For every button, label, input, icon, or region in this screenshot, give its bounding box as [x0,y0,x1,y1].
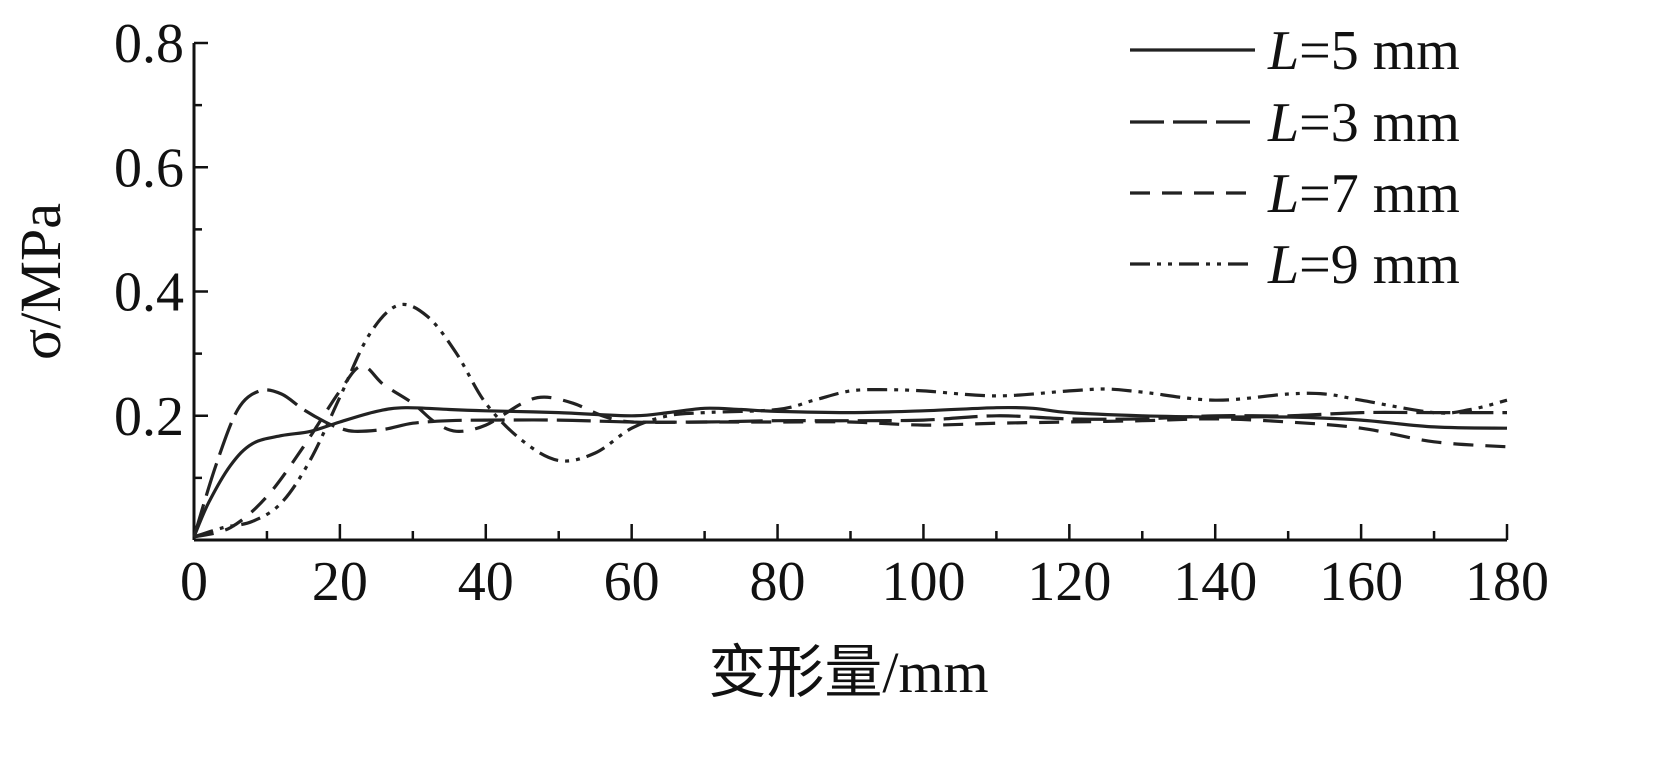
legend-label-l-5-mm: L=5 mm [1267,20,1460,82]
y-axis-title: σ/MPa [8,203,73,360]
x-tick-label: 180 [1465,551,1549,613]
x-tick-label: 80 [750,551,806,613]
y-tick-label: 0.4 [114,262,184,324]
legend: L=5 mm L=3 mm L=7 mm L=9 mm [1130,20,1460,296]
legend-label-l-3-mm: L=3 mm [1267,92,1460,154]
series-line-l-5-mm [192,405,1508,538]
series-line-l-7-mm [193,364,1508,539]
x-tick-label: 120 [1027,551,1111,613]
y-tick-label: 0.8 [114,13,184,75]
x-tick-label: 160 [1319,551,1403,613]
x-tick-label: 20 [312,551,368,613]
y-tick-label: 0.6 [114,137,184,199]
x-tick-label: 0 [180,551,208,613]
x-tick-label: 100 [881,551,965,613]
series-layer [192,302,1508,539]
legend-label-l-9-mm: L=9 mm [1267,234,1460,296]
x-tick-label: 40 [458,551,514,613]
series-line-l-3-mm [192,388,1507,538]
series-line-l-9-mm [193,302,1508,539]
legend-label-l-7-mm: L=7 mm [1267,163,1460,225]
ticks-layer: 0 20 40 60 80 100 120 140 160 180 0.2 0.4 0.6 0.8 [114,13,1549,613]
y-tick-label: 0.2 [114,386,184,448]
x-tick-label: 60 [604,551,660,613]
x-tick-label: 140 [1173,551,1257,613]
x-axis-title: 变形量/mm [708,640,988,705]
